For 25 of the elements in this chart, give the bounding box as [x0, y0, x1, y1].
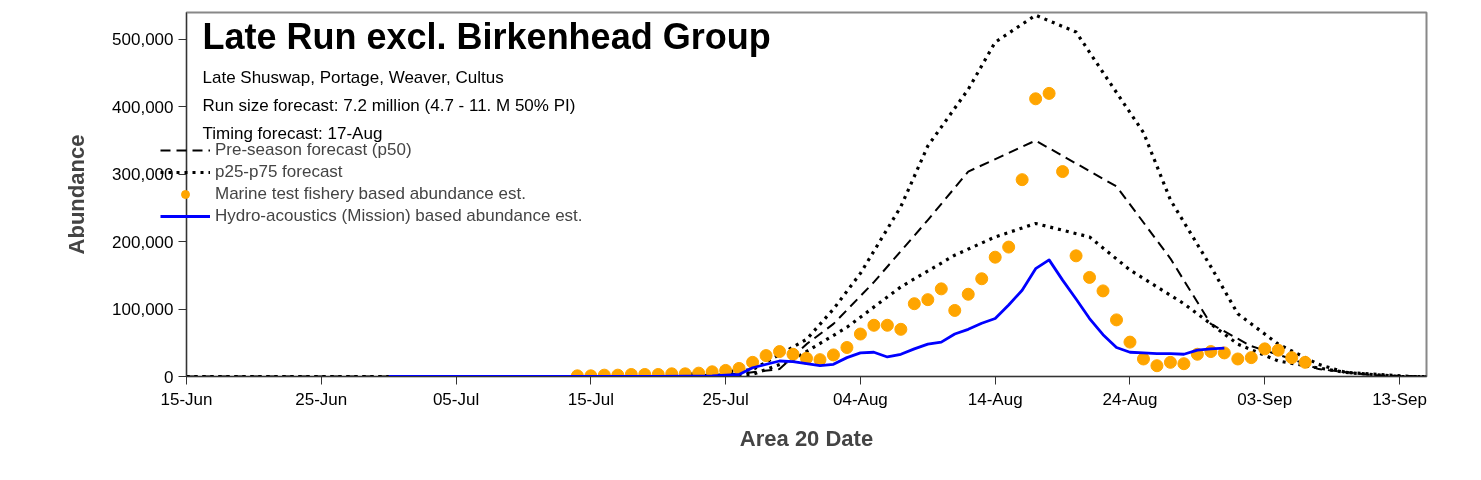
text: Late Shuswap, Portage, Weaver, Cultus [202, 67, 504, 87]
chart-title: Late Run excl. Birkenhead Group [202, 15, 771, 57]
annotation: Timing forecast: 17-Aug [202, 123, 383, 143]
x-tick-label: 03-Sep [1237, 389, 1293, 409]
x-tick-label: 13-Sep [1372, 389, 1427, 409]
legend-label: p25-p75 forecast [215, 162, 343, 182]
y-tick-label: 0 [164, 367, 174, 387]
x-tick-label: 25-Jul [702, 389, 749, 409]
x-tick-label: 04-Aug [833, 389, 888, 409]
x-tick-label: 15-Jun [160, 389, 213, 409]
annotation: Run size forecast: 7.2 million (4.7 - 11. M 50% PI) [202, 95, 576, 115]
y-tick-label: 400,000 [112, 97, 174, 117]
x-tick-label: 15-Jul [567, 389, 615, 409]
x-tick-label: 14-Aug [967, 389, 1023, 409]
y-tick-label: 500,000 [112, 30, 174, 50]
legend-label: Hydro-acoustics (Mission) based abundance est. [215, 206, 583, 226]
x-axis-title: Area 20 Date [739, 425, 874, 451]
x-tick-label: 24-Aug [1102, 389, 1158, 409]
legend-label: Marine test fishery based abundance est. [215, 184, 526, 204]
y-tick-label: 300,000 [112, 165, 174, 185]
y-tick-label: 200,000 [112, 232, 174, 252]
y-axis-title: Abundance [64, 134, 90, 255]
x-tick-label: 05-Jul [432, 389, 480, 409]
x-tick-label: 25-Jun [295, 389, 348, 409]
y-tick-label: 100,000 [112, 300, 174, 320]
